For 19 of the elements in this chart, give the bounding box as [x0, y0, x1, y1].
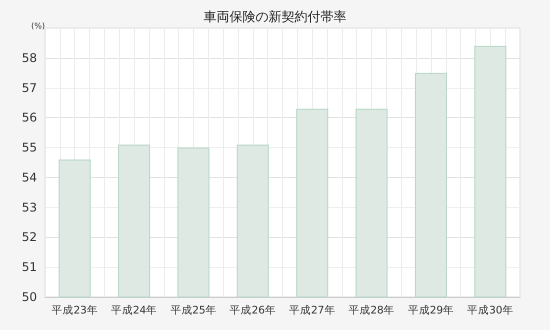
y-tick-label: 56	[22, 110, 37, 125]
x-tick-label: 平成27年	[289, 304, 336, 316]
y-tick-label: 52	[22, 230, 37, 244]
x-tick-label: 平成28年	[348, 304, 395, 316]
x-tick-label: 平成23年	[52, 304, 98, 316]
y-tick-label: 55	[22, 140, 37, 155]
y-tick-label: 58	[22, 50, 37, 65]
x-tick-label: 平成24年	[110, 304, 158, 316]
y-tick-label: 50	[22, 290, 37, 304]
x-tick-label: 平成30年	[467, 304, 514, 316]
y-tick-label: 53	[22, 200, 37, 214]
y-tick-label: 54	[22, 170, 37, 184]
chart-title: 車両保険の新契約付帯率	[204, 9, 346, 25]
y-tick-label: 57	[22, 80, 37, 95]
x-tick-label: 平成26年	[230, 304, 276, 316]
x-tick-label: 平成25年	[170, 304, 217, 316]
y-axis-title: (%)	[31, 22, 45, 30]
x-tick-label: 平成29年	[408, 304, 454, 316]
y-tick-label: 51	[22, 260, 37, 274]
